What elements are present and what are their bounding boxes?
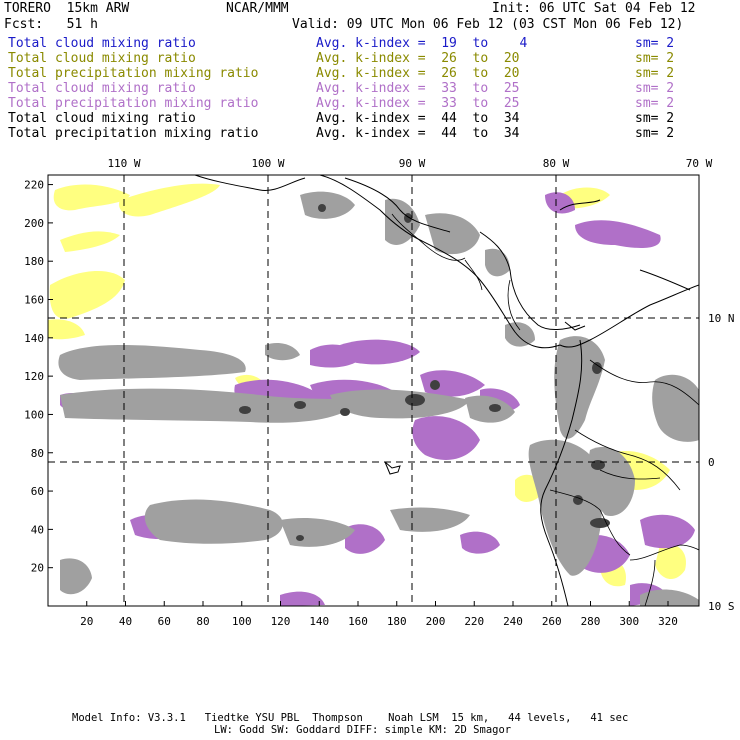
legend-field-2: Total precipitation mixing ratio bbox=[8, 66, 259, 81]
legend-sm-6: sm= 2 bbox=[635, 126, 675, 141]
legend-field-6: Total precipitation mixing ratio bbox=[8, 126, 259, 141]
legend-sm-3: sm= 2 bbox=[635, 81, 675, 96]
org-label: NCAR/MMM bbox=[226, 1, 289, 16]
country-borders bbox=[391, 213, 699, 606]
x-tick-label: 140 bbox=[309, 615, 329, 628]
x-tick-label: 80 bbox=[196, 615, 209, 628]
legend-kindex-1: Avg. k-index = 26 to 20 bbox=[316, 51, 520, 66]
init-time: Init: 06 UTC Sat 04 Feb 12 bbox=[492, 1, 696, 16]
coastlines bbox=[194, 175, 699, 606]
y-tick-label: 160 bbox=[24, 294, 44, 307]
model-info-line1: Model Info: V3.3.1 Tiedtke YSU PBL Thomp… bbox=[72, 712, 629, 724]
x-tick-label: 280 bbox=[581, 615, 601, 628]
legend-kindex-5: Avg. k-index = 44 to 34 bbox=[316, 111, 520, 126]
x-tick-label: 320 bbox=[658, 615, 678, 628]
y-tick-label: 40 bbox=[31, 523, 44, 536]
x-tick-label: 20 bbox=[80, 615, 93, 628]
y-tick-label: 200 bbox=[24, 217, 44, 230]
y-tick-label: 220 bbox=[24, 179, 44, 192]
legend-sm-1: sm= 2 bbox=[635, 51, 675, 66]
model-info-line2: LW: Godd SW: Goddard DIFF: simple KM: 2D… bbox=[214, 724, 512, 736]
y-tick-label: 120 bbox=[24, 370, 44, 383]
x-tick-label: 180 bbox=[387, 615, 407, 628]
x-tick-label: 100 bbox=[232, 615, 252, 628]
x-tick-label: 160 bbox=[348, 615, 368, 628]
latitude-label: 10 S bbox=[708, 600, 735, 613]
x-tick-label: 260 bbox=[542, 615, 562, 628]
legend-kindex-2: Avg. k-index = 26 to 20 bbox=[316, 66, 520, 81]
latitude-label: 10 N bbox=[708, 312, 735, 325]
plot-frame bbox=[47, 174, 700, 607]
legend-field-1: Total cloud mixing ratio bbox=[8, 51, 196, 66]
longitude-label: 110 W bbox=[107, 157, 140, 170]
x-tick-label: 300 bbox=[619, 615, 639, 628]
gray-cloud-field bbox=[58, 191, 699, 606]
longitude-label: 90 W bbox=[399, 157, 426, 170]
legend-field-3: Total cloud mixing ratio bbox=[8, 81, 196, 96]
legend-kindex-3: Avg. k-index = 33 to 25 bbox=[316, 81, 520, 96]
lat-lon-grid bbox=[48, 175, 699, 606]
x-tick-label: 220 bbox=[464, 615, 484, 628]
y-tick-label: 180 bbox=[24, 255, 44, 268]
y-tick-label: 20 bbox=[31, 562, 44, 575]
y-tick-label: 80 bbox=[31, 447, 44, 460]
x-tick-label: 60 bbox=[158, 615, 171, 628]
legend-kindex-6: Avg. k-index = 44 to 34 bbox=[316, 126, 520, 141]
longitude-label: 80 W bbox=[543, 157, 570, 170]
legend-field-4: Total precipitation mixing ratio bbox=[8, 96, 259, 111]
legend-kindex-4: Avg. k-index = 33 to 25 bbox=[316, 96, 520, 111]
valid-time: Valid: 09 UTC Mon 06 Feb 12 (03 CST Mon … bbox=[292, 17, 684, 32]
y-tick-label: 60 bbox=[31, 485, 44, 498]
y-tick-label: 100 bbox=[24, 408, 44, 421]
legend-sm-0: sm= 2 bbox=[635, 36, 675, 51]
legend-sm-4: sm= 2 bbox=[635, 96, 675, 111]
longitude-label: 100 W bbox=[251, 157, 284, 170]
legend-sm-5: sm= 2 bbox=[635, 111, 675, 126]
x-tick-label: 240 bbox=[503, 615, 523, 628]
model-title: TORERO 15km ARW bbox=[4, 1, 130, 16]
latitude-label: 0 bbox=[708, 456, 715, 469]
y-tick-label: 140 bbox=[24, 332, 44, 345]
longitude-label: 70 W bbox=[686, 157, 713, 170]
x-tick-label: 40 bbox=[119, 615, 132, 628]
axis-ticks bbox=[48, 184, 669, 606]
x-tick-label: 200 bbox=[426, 615, 446, 628]
forecast-hour: Fcst: 51 h bbox=[4, 17, 98, 32]
legend-field-5: Total cloud mixing ratio bbox=[8, 111, 196, 126]
legend-kindex-0: Avg. k-index = 19 to 4 bbox=[316, 36, 528, 51]
legend-sm-2: sm= 2 bbox=[635, 66, 675, 81]
axis-labels: 220 200 180 160 140 120 100 80 60 40 20 20 40 60 80 100… bbox=[24, 157, 734, 628]
x-tick-label: 120 bbox=[271, 615, 291, 628]
legend-field-0: Total cloud mixing ratio bbox=[8, 36, 196, 51]
